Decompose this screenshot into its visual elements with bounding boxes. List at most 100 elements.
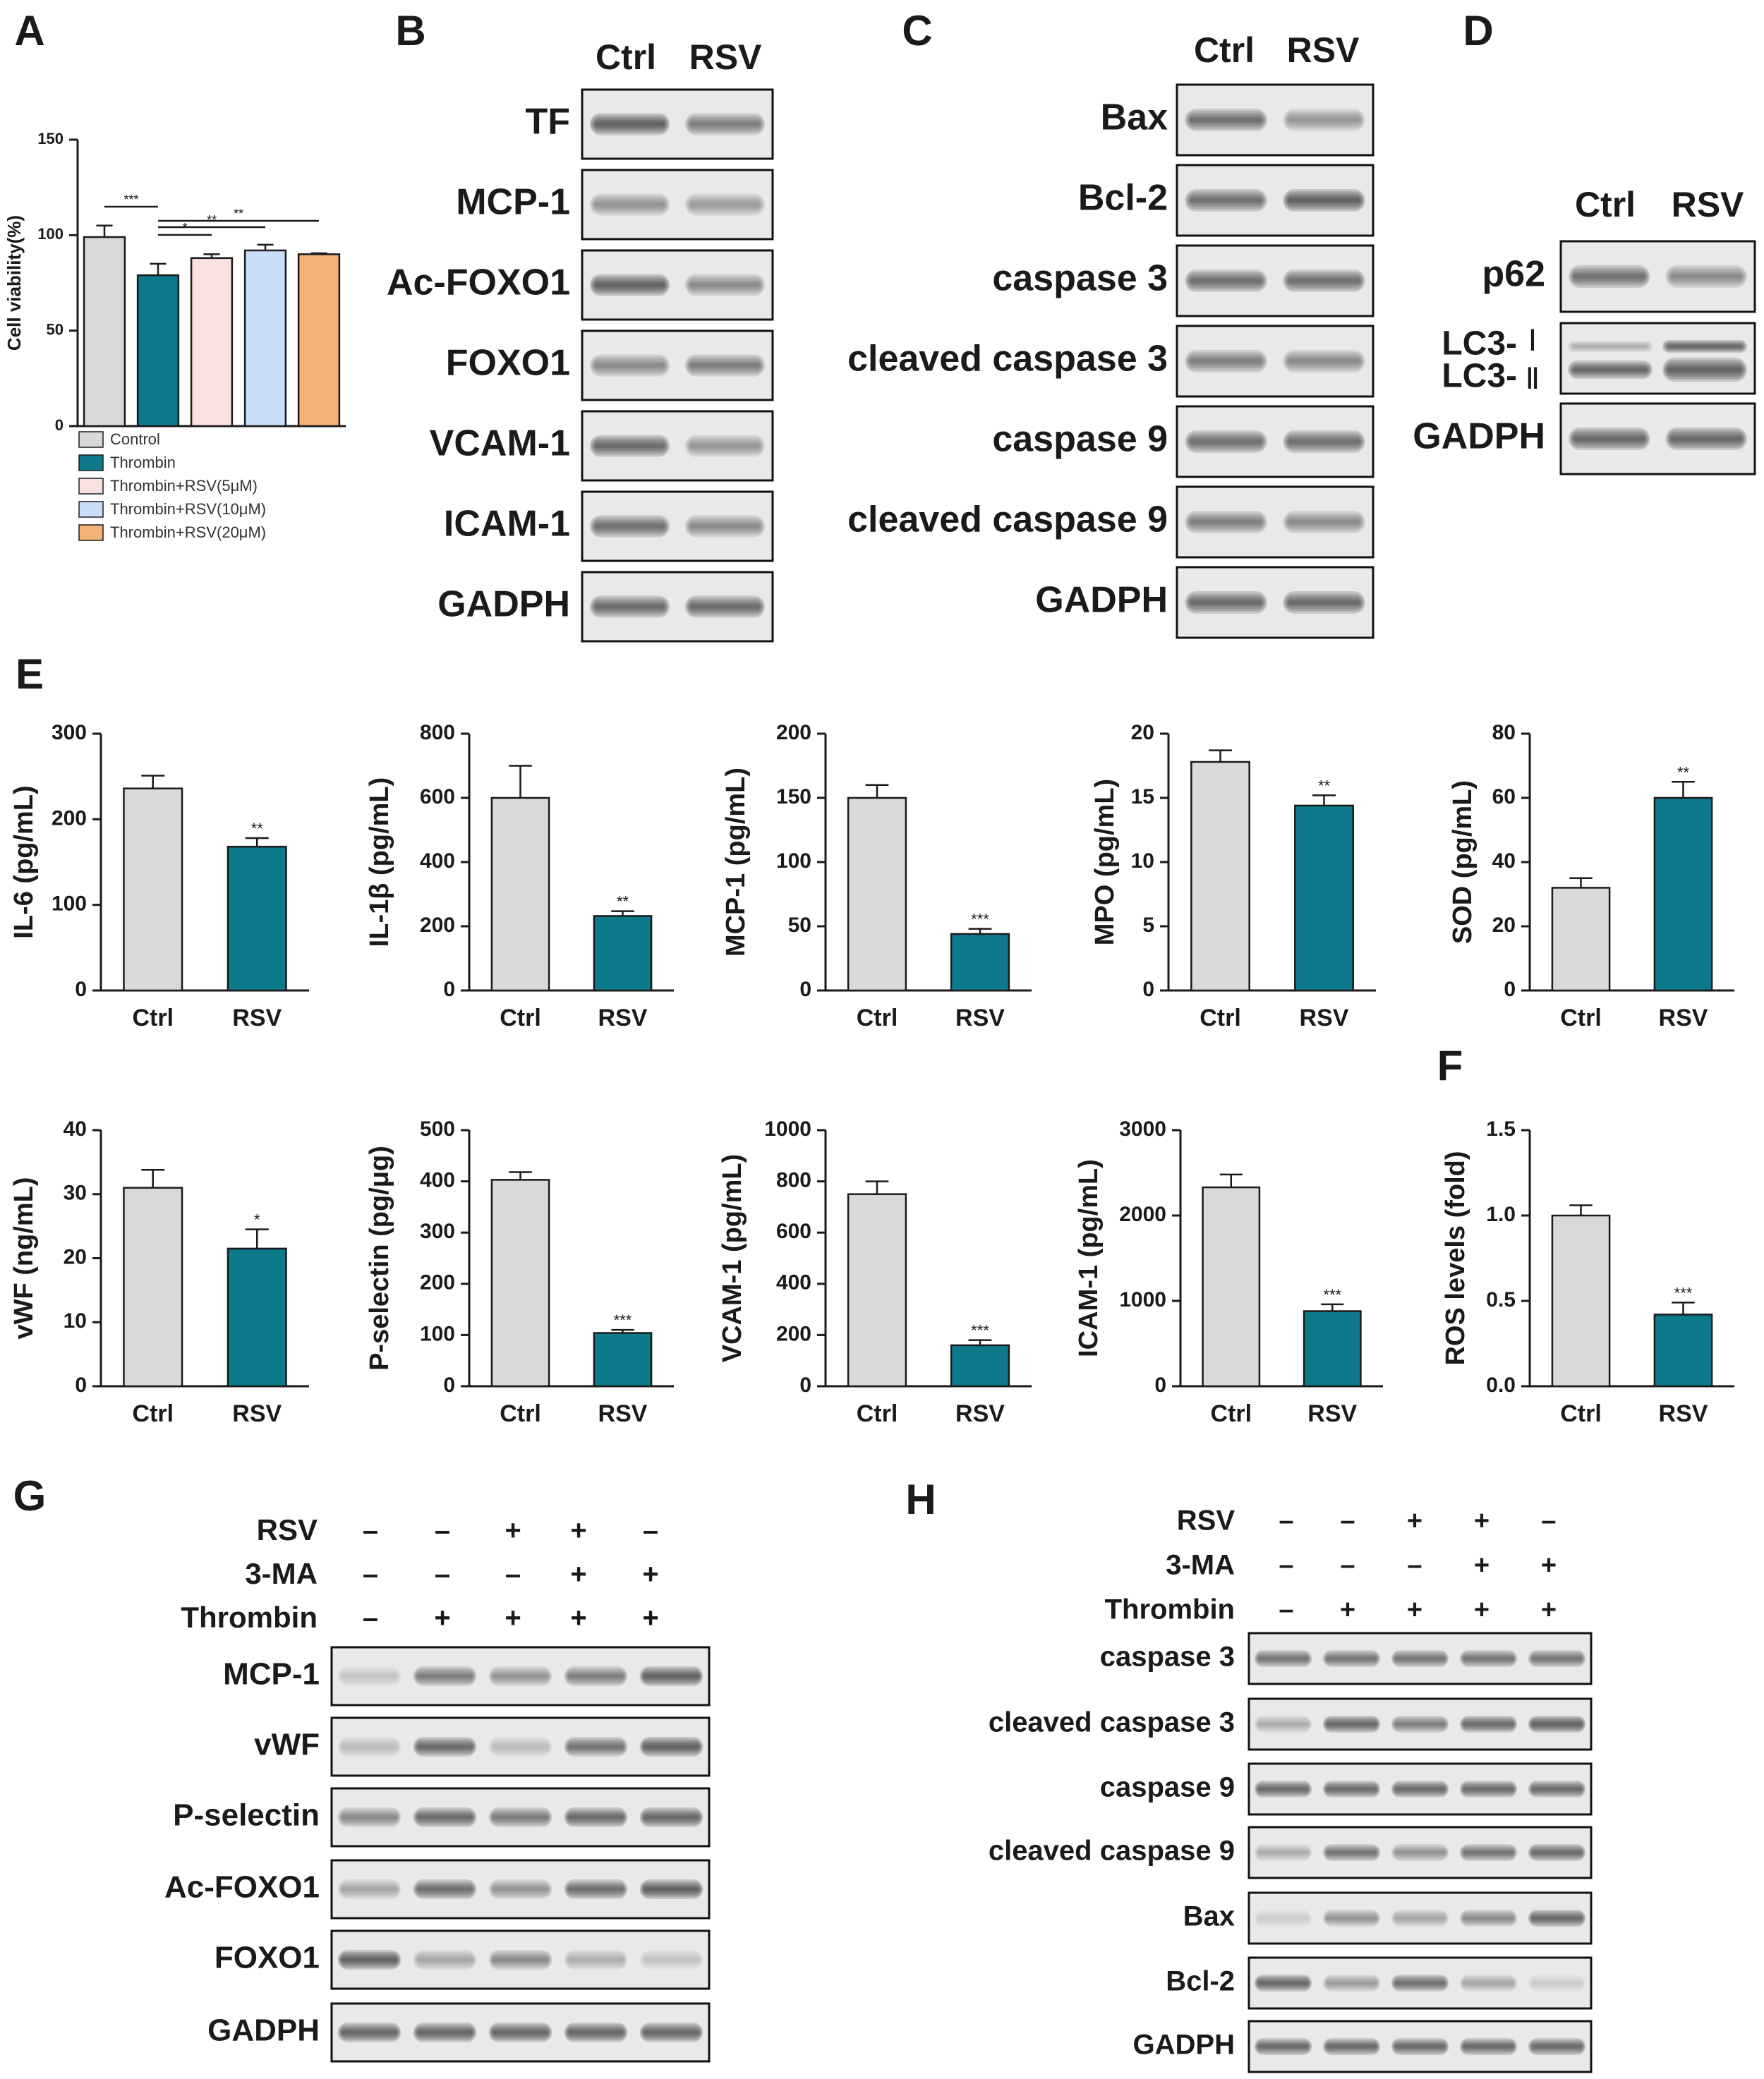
blot-band <box>1528 1844 1586 1861</box>
treatment-sign: – <box>363 1559 378 1590</box>
band-layer <box>1531 1656 1583 1661</box>
band-layer <box>641 1670 701 1683</box>
band-layer <box>1462 1655 1515 1662</box>
y-tick-label: 200 <box>776 1322 811 1345</box>
band-layer <box>416 1885 474 1893</box>
blot-strip <box>330 1646 711 1707</box>
band-layer <box>1190 600 1262 605</box>
treatment-sign: – <box>1279 1595 1293 1625</box>
blot-band <box>337 2023 401 2042</box>
blot-band <box>1185 269 1267 292</box>
band-layer <box>488 1950 552 1970</box>
band-layer <box>641 1811 701 1824</box>
band-layer <box>413 1881 476 1898</box>
band-layer <box>687 117 763 131</box>
blot-band <box>1322 1975 1381 1992</box>
band-layer <box>595 363 665 368</box>
band-layer <box>1462 1980 1515 1987</box>
band-layer <box>415 1883 475 1896</box>
band-layer <box>417 1745 473 1749</box>
band-layer <box>1394 1655 1446 1662</box>
band-layer <box>1185 511 1267 533</box>
y-tick-label: 0 <box>799 1374 811 1397</box>
treatment-sign: – <box>435 1559 450 1590</box>
band-layer <box>1257 2044 1309 2049</box>
band-layer <box>488 1737 552 1757</box>
blot-strip <box>1176 405 1375 478</box>
panel-label-g: G <box>13 1472 47 1520</box>
significance-marker: ** <box>617 893 629 911</box>
band-layer <box>1286 276 1362 286</box>
x-tick-label: Ctrl <box>500 1005 541 1031</box>
blot-row-label: ICAM-1 <box>444 504 570 545</box>
y-tick-label: 10 <box>64 1309 87 1333</box>
blot-frame <box>1176 83 1375 157</box>
treatment-sign: + <box>1407 1506 1422 1536</box>
y-tick-label: 10 <box>1131 849 1154 873</box>
blot-strip <box>1248 1762 1593 1816</box>
band-layer <box>567 1813 625 1822</box>
y-tick-label: 40 <box>64 1117 87 1141</box>
band-layer <box>340 1885 399 1893</box>
band-layer <box>1288 198 1360 203</box>
panel-label-a: A <box>14 7 44 54</box>
band-layer <box>566 1811 626 1824</box>
band-layer <box>595 604 665 610</box>
blot-band <box>488 1737 552 1757</box>
band-layer <box>1394 1721 1446 1728</box>
band-layer <box>1392 1976 1448 1990</box>
band-layer <box>488 1879 552 1899</box>
blot-frame <box>330 1646 711 1707</box>
bar <box>226 845 287 992</box>
x-tick-label: Ctrl <box>1210 1400 1252 1427</box>
band-layer <box>566 1953 626 1966</box>
band-layer <box>1324 1977 1379 1989</box>
blot-row-label: caspase 9 <box>1100 1772 1235 1803</box>
treatment-sign: – <box>363 1603 378 1634</box>
band-layer <box>1187 595 1265 610</box>
blot-strip <box>581 249 774 321</box>
blot-row-label: GADPH <box>1133 2030 1235 2061</box>
bar <box>950 933 1010 992</box>
band-layer <box>1255 2039 1311 2054</box>
band-layer <box>589 595 670 618</box>
y-tick-label: 0 <box>799 978 811 1001</box>
bar <box>490 796 550 992</box>
band-layer <box>1286 195 1362 205</box>
band-layer <box>592 198 667 212</box>
significance-marker: *** <box>971 911 989 928</box>
band-layer <box>493 1745 548 1749</box>
blot-band <box>1528 1781 1586 1798</box>
blot-band <box>589 193 670 216</box>
blot-band <box>1459 1910 1518 1927</box>
blot-band <box>684 274 766 296</box>
x-tick-label: RSV <box>598 1400 648 1427</box>
band-layer <box>1530 2041 1584 2052</box>
legend-swatch <box>78 478 104 495</box>
band-layer <box>1663 360 1746 380</box>
blot-frame <box>581 88 774 160</box>
band-layer <box>338 1809 401 1826</box>
band-layer <box>491 1742 550 1751</box>
band-layer <box>493 1674 548 1678</box>
band-layer <box>690 604 760 610</box>
y-tick-label: 150 <box>776 785 811 808</box>
y-tick-label: 100 <box>420 1322 455 1345</box>
blot-band <box>488 1807 552 1827</box>
blot-strip <box>581 329 774 401</box>
y-axis-label: VCAM-1 (pg/mL) <box>718 1154 747 1363</box>
blot-band <box>589 354 670 377</box>
blot-row-label: Bcl-2 <box>1166 1966 1235 1997</box>
band-layer <box>338 1666 401 1686</box>
band-layer <box>589 274 670 296</box>
band-layer <box>489 1951 552 1968</box>
band-layer <box>1530 1721 1583 1728</box>
band-layer <box>564 1879 628 1899</box>
band-layer <box>340 1956 399 1964</box>
band-layer <box>1285 435 1363 449</box>
blot-row-label: Bcl-2 <box>1078 178 1168 219</box>
band-layer <box>642 1885 701 1893</box>
y-tick-label: 800 <box>776 1169 811 1192</box>
band-layer <box>1324 1845 1379 1860</box>
band-layer <box>684 515 766 538</box>
